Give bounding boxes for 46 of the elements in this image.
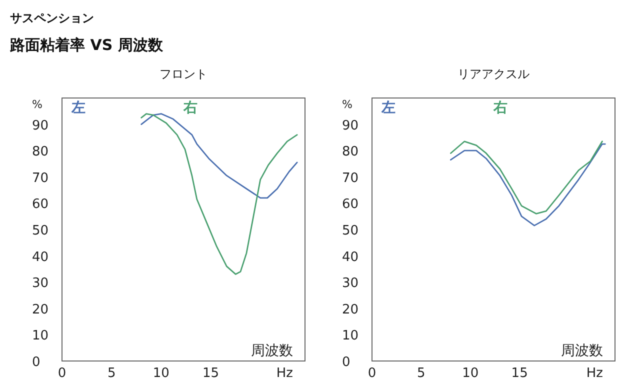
text: 左 xyxy=(70,100,86,116)
y-tick-label: 30 xyxy=(342,276,359,292)
y-tick-label: 40 xyxy=(342,250,359,265)
text: 右 xyxy=(492,100,508,116)
y-tick-label: 90 xyxy=(342,118,359,134)
chart-title: リアアクスル xyxy=(458,67,530,81)
y-tick-label: 50 xyxy=(32,224,49,238)
x-tick-label: 15 xyxy=(511,366,528,381)
y-tick-label: 80 xyxy=(342,144,359,160)
annotation: 周波数 xyxy=(561,343,603,359)
y-tick-label: 30 xyxy=(32,276,49,292)
line-series xyxy=(450,143,606,226)
chart-title: フロント xyxy=(160,67,208,81)
y-tick-label: 40 xyxy=(32,250,49,265)
y-tick-label: 90 xyxy=(32,118,49,134)
y-tick-label: 20 xyxy=(32,302,49,318)
y-tick-label: 70 xyxy=(342,170,359,186)
x-tick-label: 0 xyxy=(58,366,66,381)
y-tick-label: 10 xyxy=(32,328,49,344)
x-tick-label: 0 xyxy=(368,366,376,381)
text: 左 xyxy=(380,100,396,116)
x-axis-title: Hz xyxy=(276,366,294,381)
y-tick-label: 70 xyxy=(32,170,49,186)
x-tick-label: 15 xyxy=(202,366,220,381)
x-tick-label: 10 xyxy=(462,366,479,381)
x-tick-label: 5 xyxy=(107,366,116,381)
y-tick-label: 0 xyxy=(32,355,40,370)
line-series xyxy=(140,113,298,199)
y-tick-label: 0 xyxy=(342,355,350,370)
y-tick-label: 10 xyxy=(342,328,359,344)
annotation: 周波数 xyxy=(251,343,293,359)
text: 路面粘着率 VS 周波数 xyxy=(9,36,164,54)
line-series xyxy=(140,113,298,275)
y-tick-label: 50 xyxy=(342,224,359,238)
series-label: 右 xyxy=(182,100,198,116)
x-tick-label: 5 xyxy=(417,366,426,381)
y-tick-label: 60 xyxy=(342,197,359,212)
y-axis-title: % xyxy=(32,98,42,111)
x-axis-title: Hz xyxy=(586,366,604,381)
line-series xyxy=(450,140,603,214)
y-tick-label: 60 xyxy=(32,197,49,212)
x-tick-label: 10 xyxy=(152,366,170,381)
y-tick-label: 80 xyxy=(32,144,49,160)
text: サスペンション xyxy=(10,11,94,25)
y-tick-label: 20 xyxy=(342,302,359,318)
y-axis-title: % xyxy=(342,98,352,111)
